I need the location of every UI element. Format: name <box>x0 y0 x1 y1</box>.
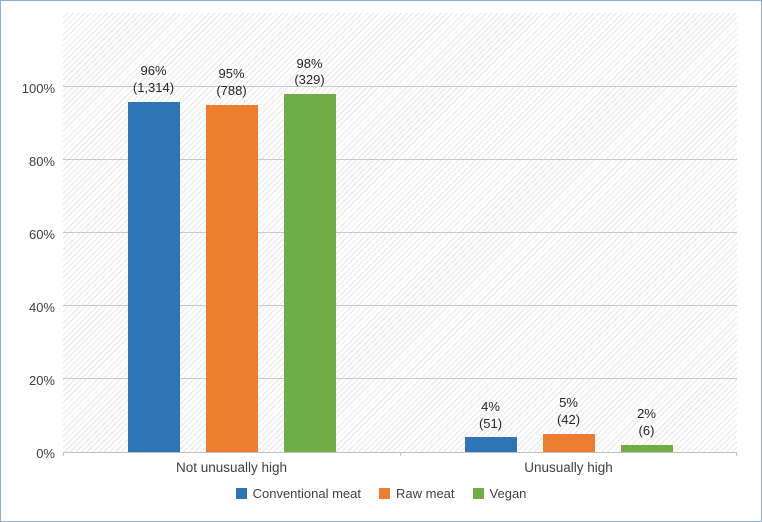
legend-swatch-conventional-meat <box>235 488 247 499</box>
y-axis-tick-label: 40% <box>28 300 55 315</box>
gridline <box>63 232 737 233</box>
x-axis-category-label: Not unusually high <box>175 460 288 475</box>
bar-raw-meat-not-unusually-high: 95% (788) <box>205 66 258 452</box>
y-axis-tick-label: 80% <box>28 154 55 169</box>
bar-data-label: 2% (6) <box>637 405 656 438</box>
x-axis-category-label: Unusually high <box>524 460 613 475</box>
x-axis-tick <box>400 452 401 456</box>
y-axis-tick-label: 0% <box>36 446 55 461</box>
bar-data-label: 5% (42) <box>556 394 581 427</box>
gridline <box>63 305 737 306</box>
y-axis-tick-label: 100% <box>21 81 55 96</box>
legend-label: Conventional meat <box>252 486 361 501</box>
bar-conventional-meat-unusually-high: 4% (51) <box>464 399 517 452</box>
bars-layer: 96% (1,314) 95% (788) 98% (329) 4% (51) 5% (42) 2… <box>63 13 737 452</box>
gridline <box>63 378 737 379</box>
gridline <box>63 159 737 160</box>
bar-group-0: 96% (1,314) 95% (788) 98% (329) <box>63 13 400 452</box>
x-axis-tick <box>736 452 737 456</box>
legend-swatch-vegan <box>472 488 484 499</box>
bar-data-label: 96% (1,314) <box>132 62 175 95</box>
bar-data-label: 98% (329) <box>294 55 325 88</box>
y-axis-tick-label: 20% <box>28 373 55 388</box>
legend-item-conventional-meat: Conventional meat <box>235 486 361 501</box>
legend-item-vegan: Vegan <box>472 486 527 501</box>
plot-area: 96% (1,314) 95% (788) 98% (329) 4% (51) 5% (42) 2… <box>63 13 737 456</box>
legend-label: Raw meat <box>396 486 455 501</box>
legend-label: Vegan <box>489 486 527 501</box>
bar-raw-meat-unusually-high: 5% (42) <box>542 395 595 452</box>
legend-item-raw-meat: Raw meat <box>379 486 455 501</box>
bar-data-label: 4% (51) <box>478 398 503 431</box>
bar-group-1: 4% (51) 5% (42) 2% (6) <box>400 13 737 452</box>
y-axis-tick-label: 60% <box>28 227 55 242</box>
bar-conventional-meat-not-unusually-high: 96% (1,314) <box>127 63 180 452</box>
bar-vegan-not-unusually-high: 98% (329) <box>283 56 336 452</box>
bar-data-label: 95% (788) <box>216 66 247 99</box>
x-axis-tick <box>63 452 64 456</box>
x-axis: Not unusually high Unusually high <box>63 460 737 475</box>
legend-swatch-raw-meat <box>379 488 390 499</box>
y-axis: 0% 20% 40% 60% 80% 100% <box>1 13 55 461</box>
gridline <box>63 86 737 87</box>
bar-vegan-unusually-high: 2% (6) <box>620 406 673 452</box>
legend: Conventional meat Raw meat Vegan <box>1 486 761 501</box>
